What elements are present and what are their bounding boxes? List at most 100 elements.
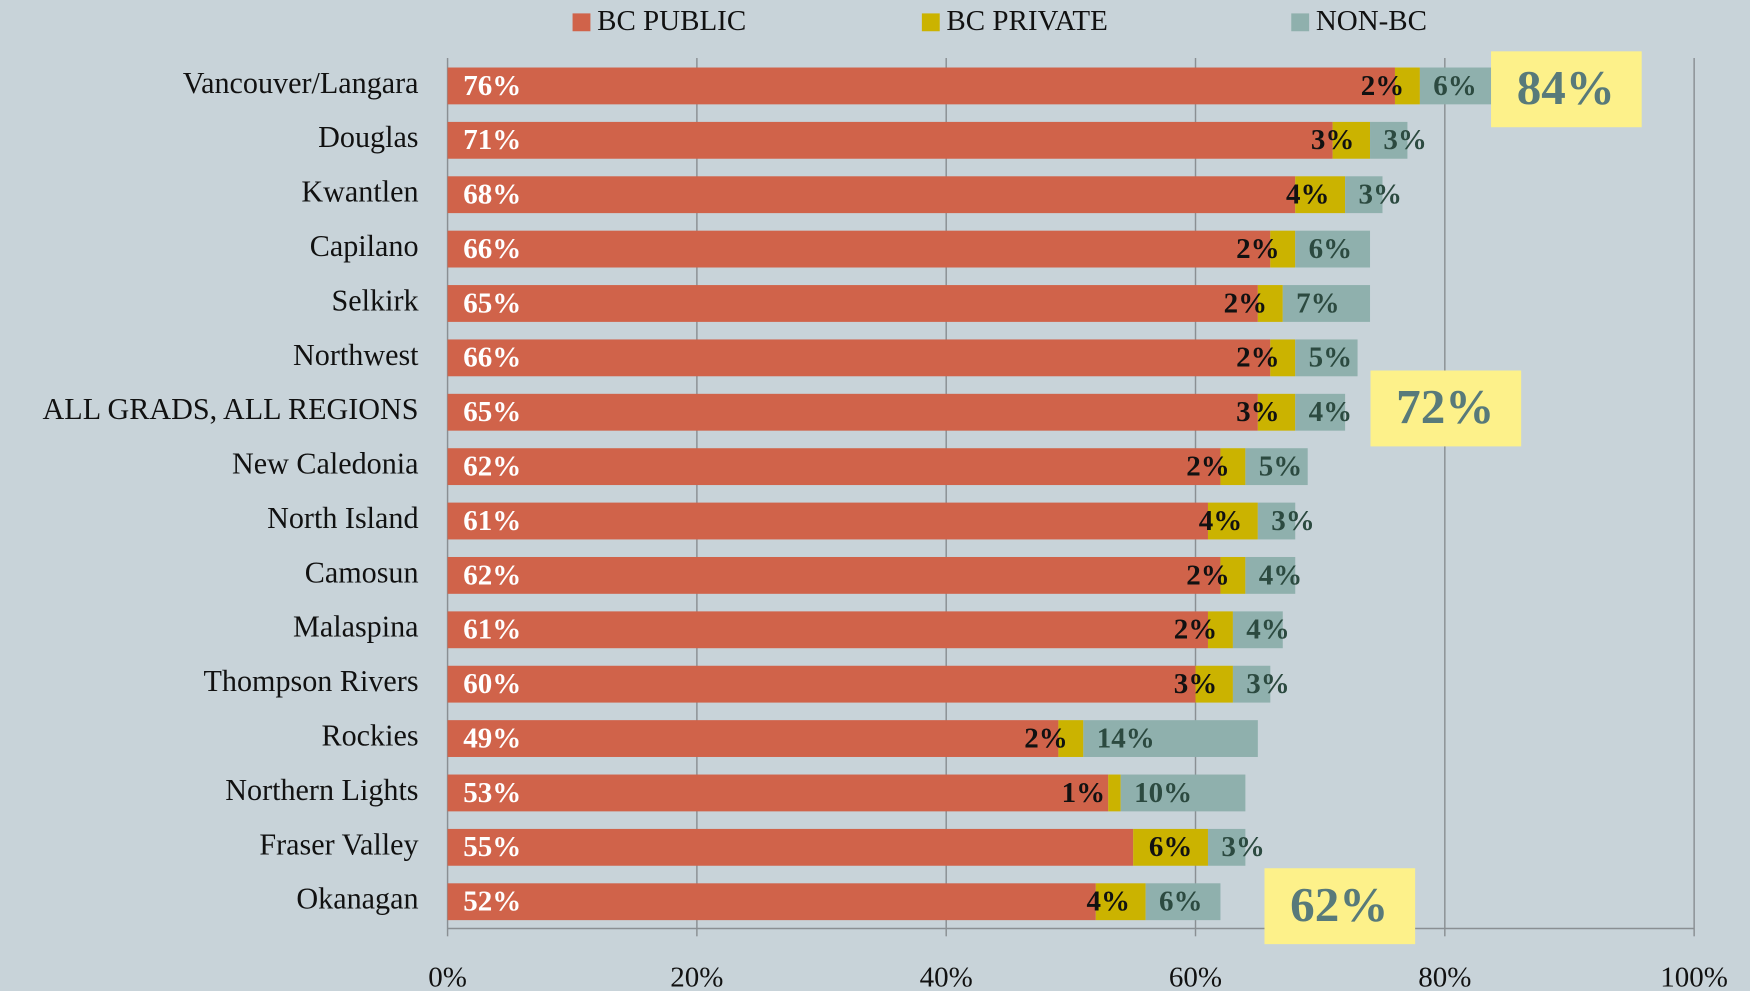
- data-label: 3%: [1358, 179, 1401, 211]
- annotation: 84%: [1517, 60, 1615, 115]
- data-label: 3%: [1271, 505, 1314, 537]
- legend-label: BC PUBLIC: [597, 5, 746, 37]
- data-label: 4%: [1286, 179, 1330, 211]
- bar-segment: [447, 285, 1258, 322]
- annotation: 72%: [1396, 379, 1494, 434]
- data-label: 55%: [463, 831, 521, 863]
- category-label: North Island: [267, 501, 418, 535]
- bar-segment: [1370, 121, 1408, 159]
- bar-segment: [1083, 720, 1258, 757]
- category-label: Northwest: [293, 338, 419, 372]
- data-label: 76%: [463, 70, 521, 102]
- data-label: 66%: [463, 233, 521, 265]
- data-label: 2%: [1236, 233, 1280, 265]
- category-label: Capilano: [310, 229, 419, 263]
- bar-segment: [447, 665, 1196, 703]
- bar-segment: [447, 774, 1109, 812]
- bar-segment: [1295, 393, 1346, 431]
- data-label: 2%: [1361, 70, 1405, 102]
- category-label: New Caledonia: [232, 447, 419, 481]
- data-label: 3%: [1383, 124, 1427, 156]
- bar-segment: [447, 121, 1333, 159]
- data-label: 62%: [463, 559, 521, 591]
- data-label: 10%: [1134, 777, 1192, 809]
- data-label: 66%: [463, 342, 521, 374]
- bar-segment: [1058, 720, 1084, 757]
- annotation: 62%: [1290, 877, 1388, 932]
- legend-swatch: [572, 13, 591, 32]
- bar-segment: [1257, 285, 1283, 322]
- data-label: 5%: [1259, 451, 1303, 483]
- data-label: 5%: [1309, 342, 1353, 374]
- category-label: Thompson Rivers: [203, 664, 418, 698]
- bar-segment: [447, 828, 1134, 866]
- bar-segment: [447, 230, 1271, 268]
- data-label: 6%: [1433, 70, 1477, 102]
- data-label: 14%: [1097, 722, 1155, 754]
- data-label: 6%: [1309, 233, 1353, 265]
- category-label: Vancouver/Langara: [183, 66, 419, 100]
- legend-swatch: [1291, 13, 1310, 32]
- bar-segment: [1257, 393, 1296, 431]
- category-label: Selkirk: [332, 283, 420, 317]
- category-label: Rockies: [321, 718, 418, 752]
- data-label: 52%: [463, 886, 521, 918]
- bar-segment: [1207, 828, 1246, 866]
- bar-segment: [1257, 502, 1296, 540]
- data-label: 2%: [1186, 451, 1230, 483]
- bar-segment: [1207, 611, 1233, 649]
- data-label: 3%: [1246, 668, 1290, 700]
- data-label: 4%: [1309, 396, 1353, 428]
- data-label: 62%: [463, 451, 521, 483]
- category-label: Kwantlen: [301, 175, 418, 209]
- data-label: 4%: [1199, 505, 1243, 537]
- category-label: Camosun: [305, 555, 419, 589]
- bar-segment: [1419, 67, 1495, 105]
- bar-segment: [1270, 339, 1296, 377]
- bar-segment: [1232, 665, 1271, 703]
- annotation-box: [1264, 868, 1416, 945]
- data-label: 2%: [1174, 614, 1217, 646]
- annotation-box: [1491, 51, 1642, 128]
- x-tick-label: 20%: [670, 961, 723, 991]
- bar-segment: [1282, 285, 1371, 322]
- data-label: 2%: [1236, 342, 1280, 374]
- data-label: 71%: [463, 124, 521, 156]
- category-label: Northern Lights: [225, 773, 418, 807]
- data-label: 3%: [1174, 668, 1217, 700]
- bar-segment: [1345, 176, 1383, 214]
- data-label: 7%: [1296, 287, 1340, 319]
- data-label: 6%: [1159, 886, 1203, 918]
- bar-segment: [1220, 448, 1246, 486]
- bar-segment: [1232, 611, 1283, 649]
- bar-segment: [447, 393, 1258, 431]
- data-label: 2%: [1224, 287, 1267, 319]
- legend-label: BC PRIVATE: [946, 5, 1107, 37]
- bar-segment: [1220, 556, 1246, 594]
- x-tick-label: 60%: [1169, 961, 1222, 991]
- data-label: 4%: [1259, 559, 1303, 591]
- bar-segment: [1207, 502, 1258, 540]
- data-label: 3%: [1236, 396, 1280, 428]
- data-label: 6%: [1149, 831, 1193, 863]
- x-tick-label: 0%: [428, 961, 467, 991]
- bar-segment: [1120, 774, 1246, 812]
- x-tick-label: 80%: [1418, 961, 1471, 991]
- data-label: 4%: [1087, 886, 1131, 918]
- data-label: 60%: [463, 668, 521, 700]
- bar-segment: [447, 883, 1096, 921]
- bar-segment: [1295, 230, 1371, 268]
- bar-segment: [1295, 339, 1358, 377]
- x-tick-label: 40%: [920, 961, 973, 991]
- bar-segment: [1245, 556, 1296, 594]
- bar-segment: [1095, 883, 1146, 921]
- legend-label: NON-BC: [1316, 5, 1427, 37]
- bar-segment: [447, 67, 1395, 105]
- bar-segment: [447, 176, 1296, 214]
- category-label: Malaspina: [293, 610, 419, 644]
- annotation-box: [1370, 370, 1522, 447]
- data-label: 1%: [1062, 777, 1106, 809]
- bar-segment: [1270, 230, 1296, 268]
- bar-segment: [447, 611, 1208, 649]
- category-label: Okanagan: [296, 882, 418, 916]
